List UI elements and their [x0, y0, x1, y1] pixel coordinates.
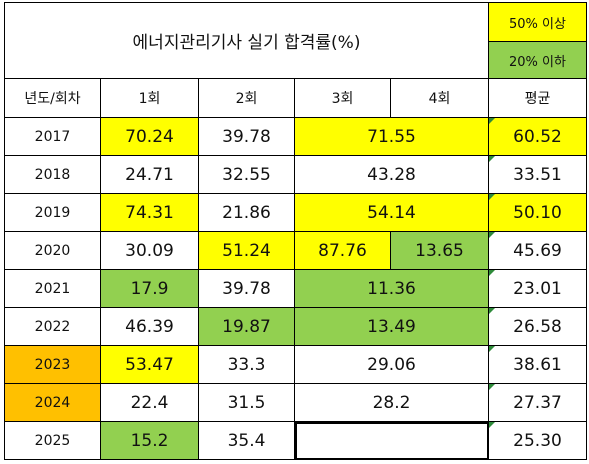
average-cell[interactable]: 50.10 — [488, 193, 587, 232]
header-year-round[interactable]: 년도/회차 — [4, 78, 101, 118]
round1-cell[interactable]: 70.24 — [100, 117, 199, 156]
average-cell[interactable]: 38.61 — [488, 345, 587, 384]
table-row: 2025 15.2 35.4 25.30 — [4, 421, 587, 460]
table-row: 2021 17.9 39.78 11.36 23.01 — [4, 269, 587, 308]
year-cell[interactable]: 2023 — [4, 345, 101, 384]
round34-cell[interactable]: 13.49 — [294, 307, 489, 346]
average-cell[interactable]: 27.37 — [488, 383, 587, 422]
table-row: 2017 70.24 39.78 71.55 60.52 — [4, 117, 587, 156]
year-cell[interactable]: 2019 — [4, 193, 101, 232]
table-row: 2018 24.71 32.55 43.28 33.51 — [4, 155, 587, 194]
round2-cell[interactable]: 31.5 — [198, 383, 295, 422]
average-cell[interactable]: 23.01 — [488, 269, 587, 308]
header-round-4[interactable]: 4회 — [390, 78, 489, 118]
header-round-2[interactable]: 2회 — [198, 78, 295, 118]
pass-rate-sheet: 에너지관리기사 실기 합격률(%) 50% 이상 20% 이하 년도/회차 1회… — [4, 2, 587, 460]
round1-cell[interactable]: 17.9 — [100, 269, 199, 308]
round1-cell[interactable]: 30.09 — [100, 231, 199, 270]
legend-below-20[interactable]: 20% 이하 — [488, 41, 587, 79]
table-row: 2024 22.4 31.5 28.2 27.37 — [4, 383, 587, 422]
table-row: 2020 30.09 51.24 87.76 13.65 45.69 — [4, 231, 587, 270]
round34-cell[interactable]: 43.28 — [294, 155, 489, 194]
year-cell[interactable]: 2017 — [4, 117, 101, 156]
legend-above-50[interactable]: 50% 이상 — [488, 2, 587, 42]
year-cell[interactable]: 2018 — [4, 155, 101, 194]
round1-cell[interactable]: 74.31 — [100, 193, 199, 232]
year-cell[interactable]: 2024 — [4, 383, 101, 422]
round2-cell[interactable]: 21.86 — [198, 193, 295, 232]
average-cell[interactable]: 45.69 — [488, 231, 587, 270]
table-title[interactable]: 에너지관리기사 실기 합격률(%) — [4, 2, 489, 79]
round2-cell[interactable]: 39.78 — [198, 269, 295, 308]
table-row: 2023 53.47 33.3 29.06 38.61 — [4, 345, 587, 384]
average-cell[interactable]: 33.51 — [488, 155, 587, 194]
round2-cell[interactable]: 33.3 — [198, 345, 295, 384]
round2-cell[interactable]: 32.55 — [198, 155, 295, 194]
round2-cell[interactable]: 35.4 — [198, 421, 295, 460]
selected-round34-cell[interactable] — [294, 421, 489, 460]
year-cell[interactable]: 2025 — [4, 421, 101, 460]
round1-cell[interactable]: 24.71 — [100, 155, 199, 194]
year-cell[interactable]: 2021 — [4, 269, 101, 308]
round1-cell[interactable]: 46.39 — [100, 307, 199, 346]
round1-cell[interactable]: 53.47 — [100, 345, 199, 384]
year-cell[interactable]: 2022 — [4, 307, 101, 346]
year-cell[interactable]: 2020 — [4, 231, 101, 270]
average-cell[interactable]: 26.58 — [488, 307, 587, 346]
round34-cell[interactable]: 54.14 — [294, 193, 489, 232]
pass-rate-table: 에너지관리기사 실기 합격률(%) 50% 이상 20% 이하 년도/회차 1회… — [4, 2, 587, 460]
round34-cell[interactable]: 28.2 — [294, 383, 489, 422]
average-cell[interactable]: 25.30 — [488, 421, 587, 460]
round2-cell[interactable]: 51.24 — [198, 231, 295, 270]
average-cell[interactable]: 60.52 — [488, 117, 587, 156]
round1-cell[interactable]: 15.2 — [100, 421, 199, 460]
header-round-3[interactable]: 3회 — [294, 78, 391, 118]
round34-cell[interactable]: 71.55 — [294, 117, 489, 156]
round4-cell[interactable]: 13.65 — [390, 231, 489, 270]
round2-cell[interactable]: 39.78 — [198, 117, 295, 156]
header-average[interactable]: 평균 — [488, 78, 587, 118]
round3-cell[interactable]: 87.76 — [294, 231, 391, 270]
table-row: 2019 74.31 21.86 54.14 50.10 — [4, 193, 587, 232]
table-row: 2022 46.39 19.87 13.49 26.58 — [4, 307, 587, 346]
header-round-1[interactable]: 1회 — [100, 78, 199, 118]
round2-cell[interactable]: 19.87 — [198, 307, 295, 346]
round1-cell[interactable]: 22.4 — [100, 383, 199, 422]
round34-cell[interactable]: 11.36 — [294, 269, 489, 308]
round34-cell[interactable]: 29.06 — [294, 345, 489, 384]
